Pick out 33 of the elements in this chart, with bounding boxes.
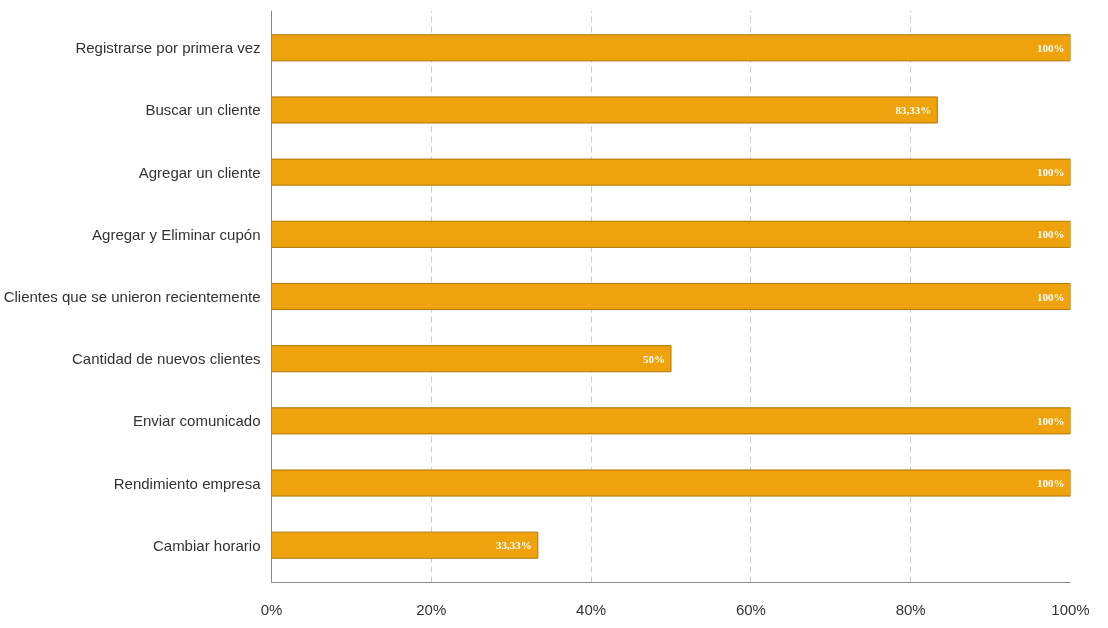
y-tick-label: Cantidad de nuevos clientes bbox=[72, 350, 261, 368]
data-label: 100% bbox=[1037, 228, 1065, 241]
x-tick-label: 100% bbox=[1051, 600, 1090, 618]
data-label: 100% bbox=[1037, 290, 1065, 303]
bar bbox=[271, 469, 1071, 497]
bar bbox=[271, 158, 1071, 186]
data-label: 100% bbox=[1037, 414, 1065, 427]
y-tick-label: Clientes que se unieron recientemente bbox=[3, 288, 261, 305]
bar bbox=[271, 345, 672, 373]
y-tick-label: Registrarse por primera vez bbox=[75, 39, 261, 57]
bar bbox=[271, 282, 1071, 311]
x-tick-label: 80% bbox=[895, 600, 926, 618]
x-tick-label: 20% bbox=[416, 600, 447, 618]
data-label: 100% bbox=[1037, 477, 1065, 490]
y-tick-label: Enviar comunicado bbox=[132, 412, 261, 430]
y-tick-label: Cambiar horario bbox=[152, 536, 261, 554]
data-label: 83,33% bbox=[895, 103, 932, 116]
data-label: 100% bbox=[1037, 41, 1065, 54]
y-tick-label: Buscar un cliente bbox=[145, 101, 261, 119]
bar bbox=[271, 96, 938, 124]
bar bbox=[271, 407, 1071, 435]
bar bbox=[271, 34, 1071, 62]
y-tick-label: Agregar un cliente bbox=[138, 163, 261, 181]
x-tick-label: 60% bbox=[735, 600, 766, 618]
y-tick-label: Agregar y Eliminar cupón bbox=[92, 225, 261, 243]
data-label: 100% bbox=[1037, 166, 1065, 179]
x-tick-label: 40% bbox=[576, 600, 607, 618]
bar bbox=[271, 531, 539, 559]
data-label: 50% bbox=[643, 352, 665, 365]
x-tick-label: 0% bbox=[260, 600, 283, 618]
y-tick-label: Rendimiento empresa bbox=[113, 474, 262, 492]
data-label: 33,33% bbox=[496, 539, 532, 552]
bar bbox=[271, 220, 1071, 248]
